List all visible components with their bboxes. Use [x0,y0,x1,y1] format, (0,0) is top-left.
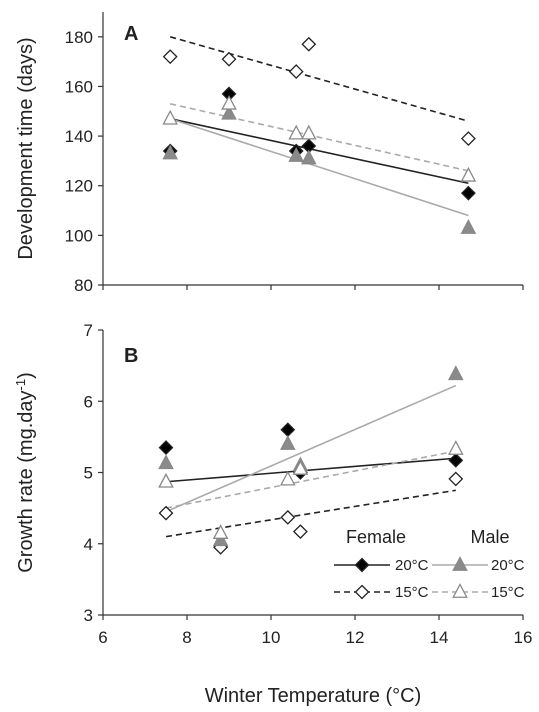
point-male-20c [158,454,174,470]
panel-a: 80 100 120 140 160 180 A Development time (days… [15,12,524,295]
point-male-15c [292,460,309,475]
y-tick-label: 7 [84,321,93,340]
y-tick-label: 100 [65,226,93,245]
y-tick-label: 5 [84,464,93,483]
point-female-20c [448,452,464,468]
legend-marker-female-15c [354,584,370,600]
point-female-15c [460,131,476,146]
legend-male-20-label: 20°C [491,557,525,574]
point-male-15c [460,166,477,182]
point-female-15c [301,36,317,52]
legend-male-15-label: 15°C [491,584,525,601]
legend-marker-male-20c [452,556,468,571]
legend-female-header: Female [346,527,406,547]
fit-line-female-15c [169,36,469,122]
point-male-20c [460,219,477,234]
legend-marker-male-15c [452,583,468,598]
panel-letter: A [124,23,138,45]
legend-female-15-label: 15°C [395,584,429,601]
legend-female-20-label: 20°C [395,557,429,574]
point-male-15c [300,124,317,140]
y-tick-label: 180 [65,28,93,47]
y-tick-label: 80 [74,276,93,295]
point-male-20c [300,149,317,165]
y-axis-title-end: ) [15,372,37,379]
fit-line-female-15c [165,489,456,538]
point-male-20c [212,531,229,547]
point-female-20c [158,440,174,455]
point-male-15c [447,440,464,455]
fit-line-male-15c [170,103,469,172]
point-female-15c [448,471,464,487]
point-female-15c [162,49,178,65]
x-tick-label: 16 [514,628,533,647]
point-female-15c [221,51,237,67]
point-male-15c [158,472,174,488]
y-axis-title-main: Growth rate (mg.day [15,390,37,572]
point-male-20c [288,147,305,162]
point-female-15c [280,509,296,525]
fit-line-female-20c [170,117,469,185]
x-tick-label: 8 [182,628,191,647]
y-axis-title: Growth rate (mg.day-1) [13,372,37,573]
point-male-20c [221,104,237,120]
point-male-20c [447,365,464,381]
point-female-15c [288,64,304,79]
y-tick-label: 6 [84,392,93,411]
y-tick-label: 140 [65,127,93,146]
point-male-20c [279,435,296,450]
y-tick-label: 4 [84,535,93,554]
y-tick-label: 120 [65,177,93,196]
fit-line-male-20c [169,117,469,217]
fit-line-male-20c [165,384,457,513]
panel-letter: B [124,345,138,367]
y-axis-title-sup: -1 [13,379,28,391]
point-female-20c [280,422,296,438]
x-tick-label: 12 [346,628,365,647]
point-male-15c [162,109,179,125]
point-male-15c [279,470,296,486]
point-male-15c [221,94,237,110]
point-male-15c [288,124,305,140]
point-female-20c [460,185,476,201]
panel-b: 3 4 5 6 7 6 8 10 12 14 16 B Growth rate (mg.day-1) Wi… [13,321,532,707]
fit-line-female-20c [165,457,456,483]
x-tick-label: 10 [262,628,281,647]
y-axis-title: Development time (days) [15,37,37,259]
y-tick-label: 160 [65,77,93,96]
y-tick-label: 3 [84,606,93,625]
point-male-20c [162,144,179,160]
fit-line-male-15c [165,450,456,509]
legend: Female Male 20°C 20°C 15°C 15°C [334,527,525,601]
point-female-15c [292,524,308,540]
x-tick-label: 14 [430,628,449,647]
point-female-15c [158,505,174,521]
point-male-15c [212,524,229,539]
x-tick-label: 6 [98,628,107,647]
legend-male-header: Male [470,527,509,547]
x-axis-title: Winter Temperature (°C) [205,685,422,707]
legend-marker-female-20c [354,557,370,573]
